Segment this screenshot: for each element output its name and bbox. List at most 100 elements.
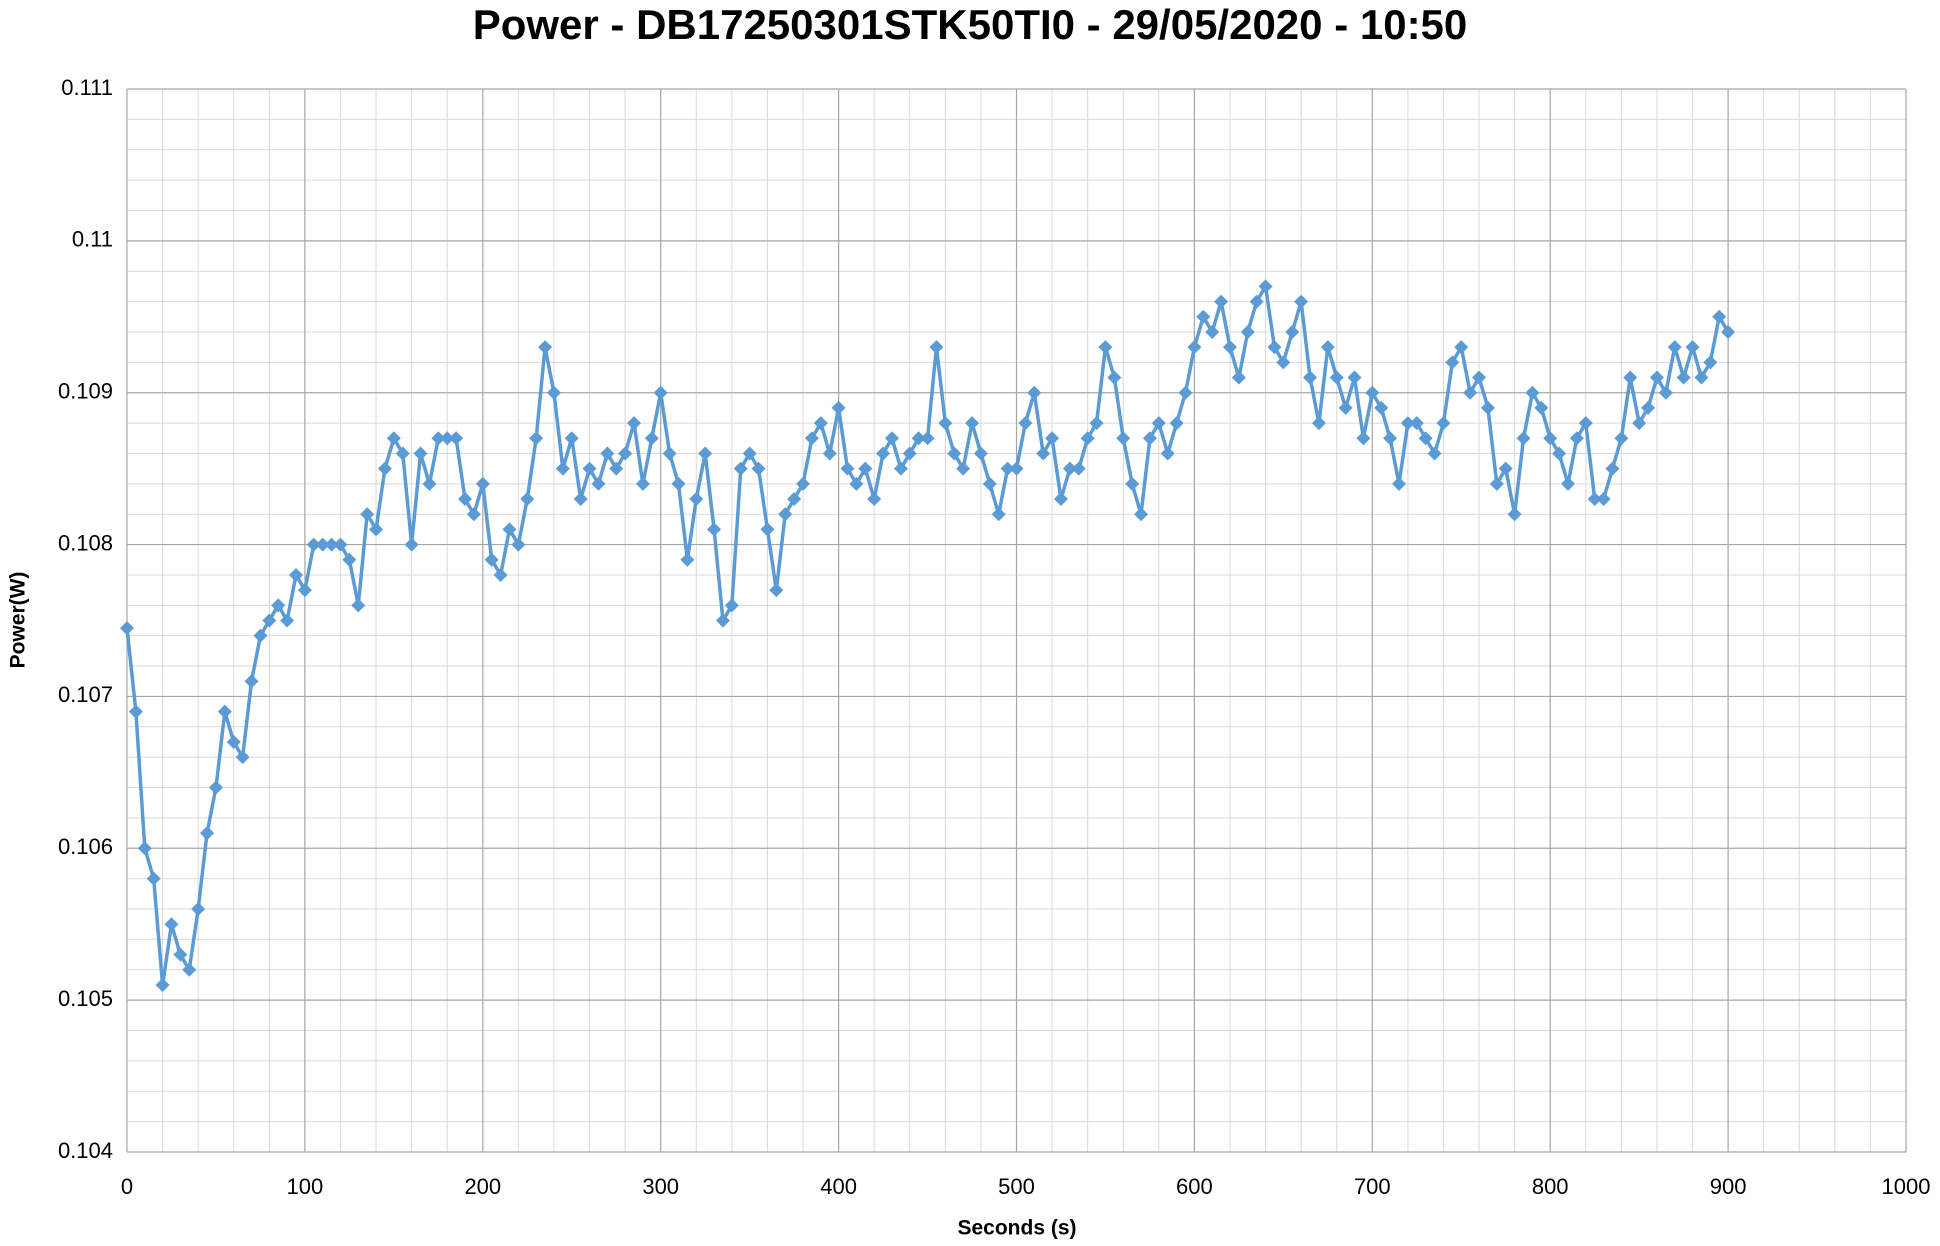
- data-point: [1472, 370, 1487, 385]
- data-point: [1045, 431, 1060, 446]
- x-tick-label: 300: [642, 1174, 679, 1199]
- data-point: [1214, 294, 1229, 309]
- data-point: [1667, 340, 1682, 355]
- data-point: [644, 431, 659, 446]
- data-point: [315, 537, 330, 552]
- y-tick-label: 0.109: [58, 379, 113, 404]
- x-tick-label: 700: [1354, 1174, 1391, 1199]
- data-point: [760, 522, 775, 537]
- data-point: [947, 446, 962, 461]
- data-point: [466, 507, 481, 522]
- data-point: [680, 552, 695, 567]
- data-point: [1169, 416, 1184, 431]
- data-point: [1623, 370, 1638, 385]
- data-point: [884, 431, 899, 446]
- data-point: [395, 446, 410, 461]
- data-point: [1480, 400, 1495, 415]
- data-point: [698, 446, 713, 461]
- data-point: [822, 446, 837, 461]
- data-point: [1409, 416, 1424, 431]
- data-point: [1525, 385, 1540, 400]
- x-tick-label: 600: [1176, 1174, 1213, 1199]
- data-point: [1578, 416, 1593, 431]
- data-point: [280, 613, 295, 628]
- data-point: [413, 446, 428, 461]
- data-point: [1338, 400, 1353, 415]
- data-point: [564, 431, 579, 446]
- data-point: [627, 416, 642, 431]
- data-point: [858, 461, 873, 476]
- data-point: [1516, 431, 1531, 446]
- data-point: [449, 431, 464, 446]
- data-point: [271, 598, 286, 613]
- data-point: [609, 461, 624, 476]
- data-point: [1614, 431, 1629, 446]
- data-point: [804, 431, 819, 446]
- data-point: [1374, 400, 1389, 415]
- data-point: [982, 476, 997, 491]
- data-point: [235, 750, 250, 765]
- data-point: [973, 446, 988, 461]
- data-point: [1142, 431, 1157, 446]
- y-tick-label: 0.108: [58, 530, 113, 555]
- data-point: [1641, 400, 1656, 415]
- data-point: [965, 416, 980, 431]
- data-point: [226, 734, 241, 749]
- data-point: [618, 446, 633, 461]
- data-point: [120, 621, 134, 636]
- data-point: [991, 507, 1006, 522]
- data-point: [769, 583, 784, 598]
- data-point: [1445, 355, 1460, 370]
- data-point: [458, 492, 473, 507]
- data-point: [1712, 309, 1727, 324]
- data-point: [920, 431, 935, 446]
- data-point: [867, 492, 882, 507]
- data-point: [582, 461, 597, 476]
- data-point: [217, 704, 232, 719]
- data-point: [369, 522, 384, 537]
- y-tick-label: 0.105: [58, 986, 113, 1011]
- data-point: [200, 826, 215, 841]
- data-point: [662, 446, 677, 461]
- data-point: [1071, 461, 1086, 476]
- data-point: [1632, 416, 1647, 431]
- data-point: [262, 613, 277, 628]
- data-point: [938, 416, 953, 431]
- data-point: [342, 552, 357, 567]
- data-point: [146, 871, 161, 886]
- data-point: [911, 431, 926, 446]
- y-tick-label: 0.11: [72, 227, 113, 252]
- data-point: [1320, 340, 1335, 355]
- data-point: [1276, 355, 1291, 370]
- data-point: [1596, 492, 1611, 507]
- data-point: [1569, 431, 1584, 446]
- data-point: [1658, 385, 1673, 400]
- x-tick-label: 800: [1532, 1174, 1569, 1199]
- data-point: [715, 613, 730, 628]
- data-point: [591, 476, 606, 491]
- data-point: [351, 598, 366, 613]
- data-point: [831, 400, 846, 415]
- data-point: [440, 431, 455, 446]
- data-point: [475, 476, 490, 491]
- data-point: [1365, 385, 1380, 400]
- x-tick-label: 1000: [1882, 1174, 1931, 1199]
- data-point: [502, 522, 517, 537]
- data-point: [1160, 446, 1175, 461]
- x-tick-label: 0: [121, 1174, 133, 1199]
- data-point: [1605, 461, 1620, 476]
- data-point: [1356, 431, 1371, 446]
- data-point: [208, 780, 223, 795]
- data-point: [1009, 461, 1024, 476]
- data-point: [377, 461, 392, 476]
- data-point: [1649, 370, 1664, 385]
- data-point: [902, 446, 917, 461]
- data-point: [1703, 355, 1718, 370]
- data-point: [297, 583, 312, 598]
- chart-title: Power - DB17250301STK50TI0 - 29/05/2020 …: [473, 1, 1468, 48]
- y-tick-label: 0.111: [61, 75, 113, 100]
- data-point: [1080, 431, 1095, 446]
- data-point: [1062, 461, 1077, 476]
- data-point: [707, 522, 722, 537]
- data-point: [1587, 492, 1602, 507]
